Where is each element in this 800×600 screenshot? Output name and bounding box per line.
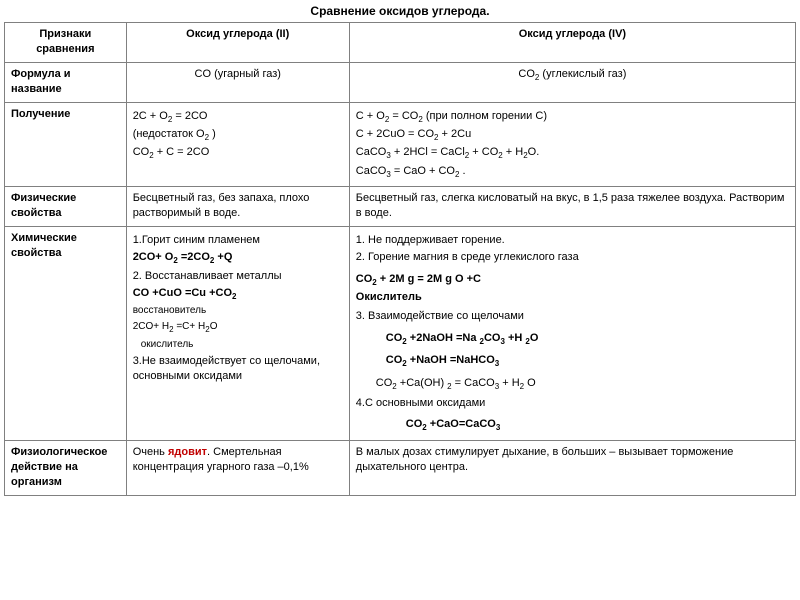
row-formula: Формула и название CO (угарный газ) CO2 …: [5, 62, 796, 102]
row-chemical-label: Химические свойства: [5, 226, 127, 440]
cell-chemical-co2: 1. Не поддерживает горение. 2. Горение м…: [349, 226, 795, 440]
page-title: Сравнение оксидов углерода.: [4, 4, 796, 18]
cell-physio-co: Очень ядовит. Смертельная концентрация у…: [126, 440, 349, 495]
row-physio-label: Физиологическое действие на организм: [5, 440, 127, 495]
header-col3: Оксид углерода (IV): [349, 23, 795, 63]
row-chemical: Химические свойства 1.Горит синим пламен…: [5, 226, 796, 440]
row-physio: Физиологическое действие на организм Оче…: [5, 440, 796, 495]
row-formula-label: Формула и название: [5, 62, 127, 102]
cell-formula-co: CO (угарный газ): [126, 62, 349, 102]
header-col1: Признаки сравнения: [5, 23, 127, 63]
cell-chemical-co: 1.Горит синим пламенем 2CO+ O2 =2CO2 +Q …: [126, 226, 349, 440]
header-col2: Оксид углерода (II): [126, 23, 349, 63]
cell-physical-co2: Бесцветный газ, слегка кисловатый на вку…: [349, 187, 795, 227]
cell-formula-co2: CO2 (углекислый газ): [349, 62, 795, 102]
cell-preparation-co: 2C + O2 = 2CO (недостаток O2 ) CO2 + C =…: [126, 102, 349, 187]
comparison-table: Признаки сравнения Оксид углерода (II) О…: [4, 22, 796, 496]
row-preparation: Получение 2C + O2 = 2CO (недостаток O2 )…: [5, 102, 796, 187]
cell-preparation-co2: C + O2 = CO2 (при полном горении C) C + …: [349, 102, 795, 187]
table-header-row: Признаки сравнения Оксид углерода (II) О…: [5, 23, 796, 63]
row-physical: Физические свойства Бесцветный газ, без …: [5, 187, 796, 227]
row-physical-label: Физические свойства: [5, 187, 127, 227]
cell-physio-co2: В малых дозах стимулирует дыхание, в бол…: [349, 440, 795, 495]
cell-physical-co: Бесцветный газ, без запаха, плохо раство…: [126, 187, 349, 227]
row-preparation-label: Получение: [5, 102, 127, 187]
